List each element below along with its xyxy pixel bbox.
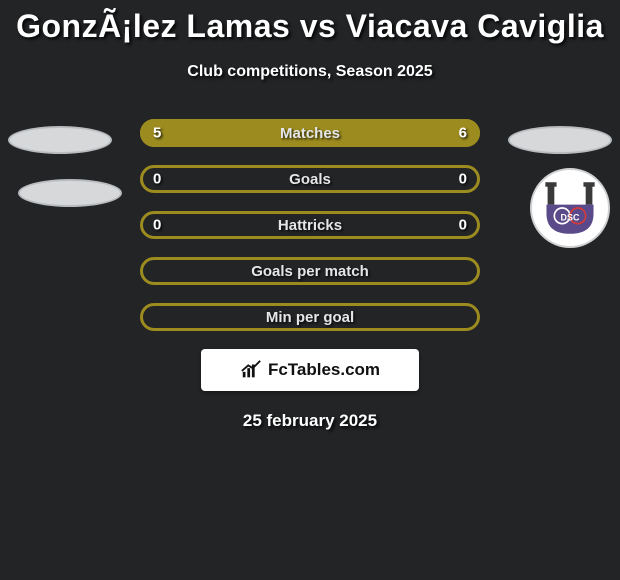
stat-row: 0 Goals 0 bbox=[140, 165, 480, 193]
stat-value-right: 0 bbox=[459, 217, 467, 234]
stat-value-right: 6 bbox=[459, 125, 467, 142]
player-left-avatar-placeholder-2 bbox=[18, 179, 122, 207]
stat-fill-left bbox=[140, 119, 290, 147]
player-right-avatar-placeholder bbox=[508, 126, 612, 154]
stat-value-left: 0 bbox=[153, 171, 161, 188]
brand-box: FcTables.com bbox=[201, 349, 419, 391]
stat-label: Hattricks bbox=[278, 217, 342, 234]
stat-label: Goals bbox=[289, 171, 331, 188]
svg-text:DSC: DSC bbox=[561, 212, 580, 222]
club-logo: DSC bbox=[530, 168, 610, 248]
page-title: GonzÃ¡lez Lamas vs Viacava Caviglia bbox=[0, 0, 620, 45]
brand-text: FcTables.com bbox=[268, 360, 380, 380]
player-left-avatar-placeholder-1 bbox=[8, 126, 112, 154]
page-subtitle: Club competitions, Season 2025 bbox=[0, 63, 620, 81]
stat-value-left: 5 bbox=[153, 125, 161, 142]
stats-rows: 5 Matches 6 0 Goals 0 0 Hattricks 0 Goals per mat… bbox=[140, 119, 480, 331]
date-label: 25 february 2025 bbox=[0, 411, 620, 431]
stat-row: 0 Hattricks 0 bbox=[140, 211, 480, 239]
stat-value-right: 0 bbox=[459, 171, 467, 188]
chart-icon bbox=[240, 359, 262, 381]
club-crest-icon: DSC bbox=[542, 180, 598, 236]
stat-label: Matches bbox=[280, 125, 340, 142]
stat-row: Min per goal bbox=[140, 303, 480, 331]
stat-row: 5 Matches 6 bbox=[140, 119, 480, 147]
stat-value-left: 0 bbox=[153, 217, 161, 234]
stat-label: Min per goal bbox=[266, 309, 354, 326]
comparison-panel: DSC 5 Matches 6 0 Goals 0 0 Hattricks 0 Goals per… bbox=[0, 119, 620, 431]
stat-row: Goals per match bbox=[140, 257, 480, 285]
stat-label: Goals per match bbox=[251, 263, 369, 280]
